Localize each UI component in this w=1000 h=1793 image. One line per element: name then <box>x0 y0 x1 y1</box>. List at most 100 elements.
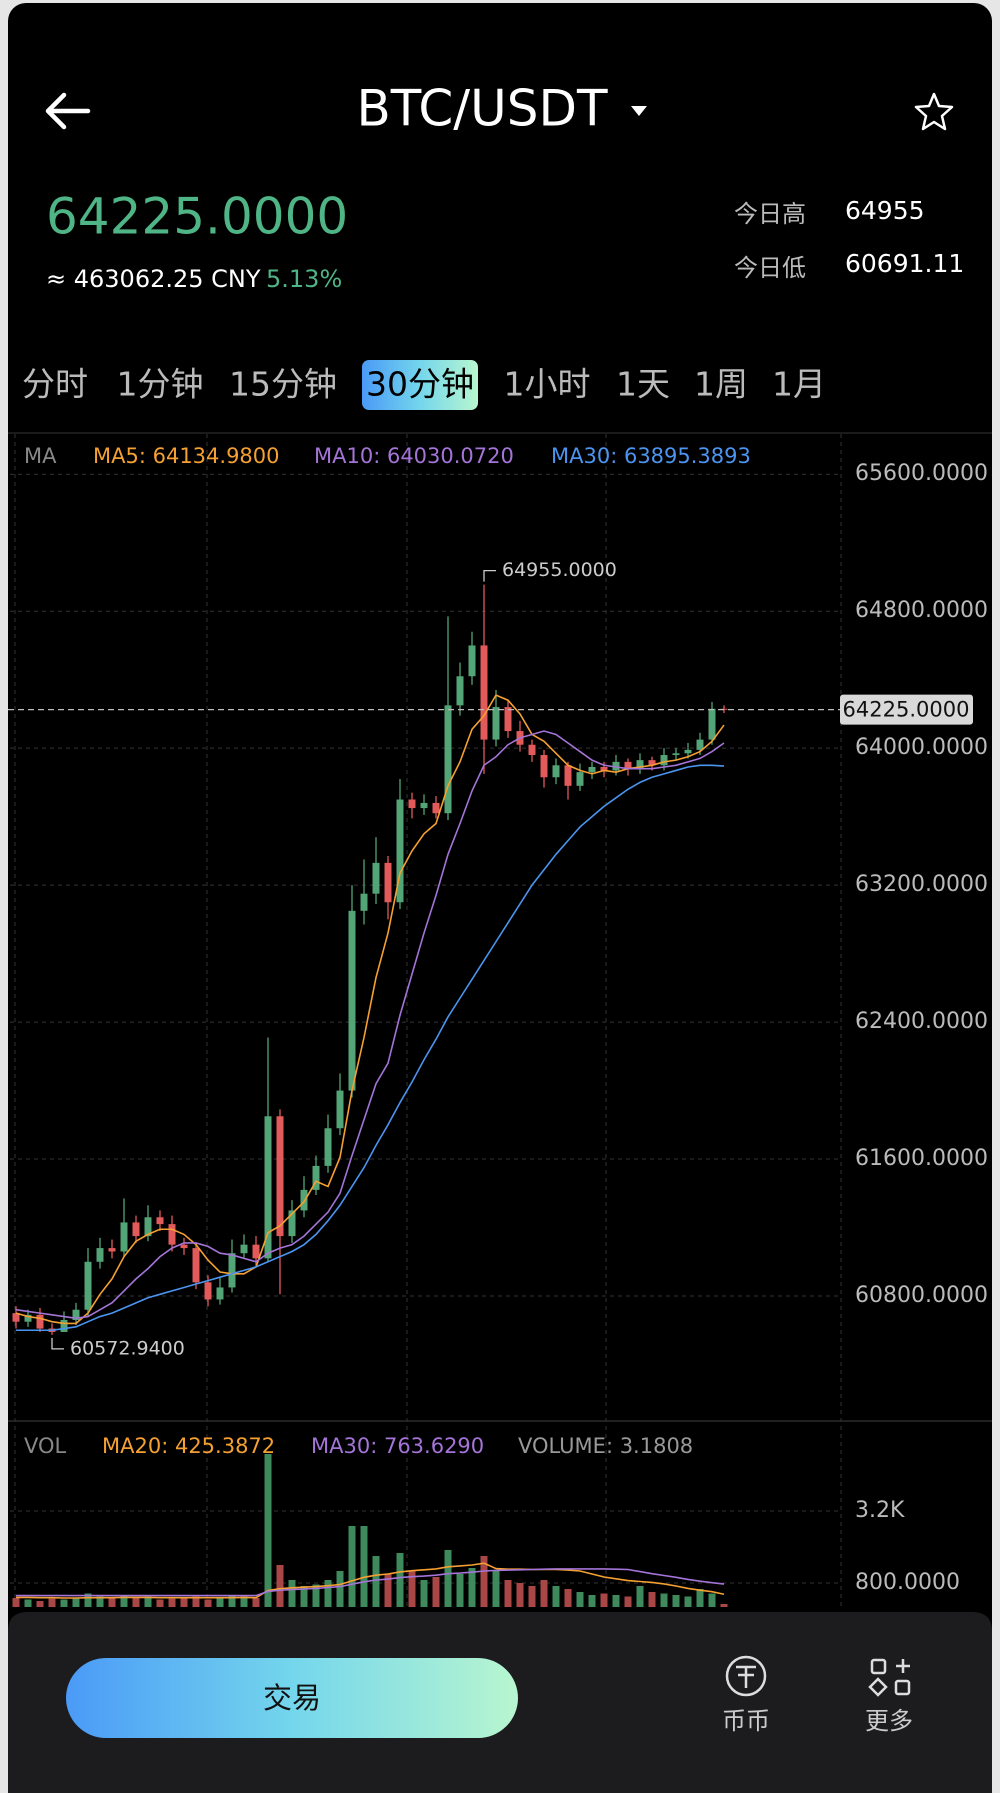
volume-bar <box>48 1598 56 1607</box>
volume-bar <box>552 1586 560 1607</box>
candle-body <box>636 760 644 769</box>
volume-bar <box>456 1574 464 1607</box>
active-tab-bg <box>362 360 478 410</box>
volume-bar <box>492 1571 500 1607</box>
legend-entry: MA30: 763.6290 <box>311 1434 484 1458</box>
candle-body <box>540 755 548 778</box>
candle-body <box>36 1314 44 1329</box>
last-price-tag <box>840 694 973 725</box>
volume-bar <box>240 1596 248 1607</box>
candle-body <box>300 1189 308 1211</box>
trade-button[interactable] <box>66 1658 518 1738</box>
volume-bar <box>84 1593 92 1607</box>
low-value: 60691.11 <box>845 249 964 278</box>
candle-body <box>432 802 440 814</box>
low-label: 今日低 <box>734 254 806 282</box>
volume-bar <box>312 1584 320 1607</box>
spot-icon[interactable] <box>725 1655 767 1697</box>
more-icon[interactable] <box>868 1658 911 1697</box>
ma-line <box>15 730 725 1320</box>
y-tick-label: 64800.0000 <box>855 598 988 623</box>
interval-tab[interactable]: 1天 <box>616 365 670 404</box>
volume-bar <box>264 1454 272 1607</box>
volume-bar <box>612 1595 620 1607</box>
legend-entry: MA30: 63895.3893 <box>551 444 751 468</box>
volume-bar <box>696 1589 704 1607</box>
favorite-star[interactable] <box>914 92 954 131</box>
y-tick-label: 65600.0000 <box>855 461 988 486</box>
candle-body <box>312 1165 320 1190</box>
kline-chart: 60800.0000 61600.0000 62400.0000 63200.0000… <box>8 434 992 1607</box>
volume-bar <box>180 1598 188 1607</box>
pair-dropdown[interactable] <box>631 106 647 116</box>
y-tick-label: 800.0000 <box>855 1570 960 1595</box>
interval-tab[interactable]: 15分钟 <box>229 365 337 404</box>
volume-bar <box>12 1598 20 1607</box>
volume-bar <box>132 1598 140 1607</box>
interval-tab[interactable]: 1小时 <box>504 365 591 404</box>
volume-bar <box>684 1596 692 1607</box>
spot-label[interactable]: 币币 <box>722 1707 770 1735</box>
volume-bar <box>300 1586 308 1607</box>
high-value: 64955 <box>845 196 925 225</box>
volume-bar <box>528 1586 536 1607</box>
candle-body <box>684 749 692 754</box>
volume-bar <box>72 1598 80 1607</box>
volume-bar <box>216 1598 224 1607</box>
candle-body <box>504 707 512 732</box>
y-tick-label: 61600.0000 <box>855 1146 988 1171</box>
candle-body <box>576 772 584 786</box>
y-tick-label: 62400.0000 <box>855 1009 988 1034</box>
ma-line <box>16 1562 725 1599</box>
candle-body <box>660 755 668 766</box>
volume-bar <box>168 1598 176 1607</box>
max-marker-label: 64955.0000 <box>502 559 617 581</box>
candle-body <box>468 645 476 677</box>
volume-bar <box>480 1556 488 1607</box>
candle-body <box>420 802 428 809</box>
app-frame <box>8 3 992 1793</box>
candle-body <box>324 1128 332 1166</box>
volume-bar <box>636 1586 644 1607</box>
volume-bar <box>252 1598 260 1607</box>
candle-body <box>240 1244 248 1254</box>
candle-body <box>336 1090 344 1129</box>
volume-bar <box>720 1604 728 1607</box>
interval-tab[interactable]: 30分钟 <box>366 365 474 404</box>
back-button[interactable] <box>45 92 91 130</box>
candle-body <box>96 1248 104 1262</box>
legend-label: VOL <box>24 1434 67 1458</box>
candle-body <box>84 1261 92 1310</box>
volume-bar <box>708 1593 716 1607</box>
pair-title[interactable]: BTC/USDT <box>356 80 608 138</box>
candle-body <box>72 1309 80 1320</box>
legend-entry: MA10: 64030.0720 <box>314 444 514 468</box>
candle-body <box>168 1224 176 1245</box>
candle-body <box>228 1253 236 1288</box>
candle-body <box>132 1222 140 1237</box>
candle-body <box>696 739 704 750</box>
interval-tab[interactable]: 1分钟 <box>117 365 204 404</box>
volume-bar <box>648 1592 656 1607</box>
volume-bar <box>576 1592 584 1607</box>
candle-body <box>408 799 416 809</box>
candle-body <box>396 799 404 903</box>
interval-tab[interactable]: 分时 <box>22 365 88 404</box>
volume-bar <box>288 1580 296 1607</box>
trade-button-label[interactable]: 交易 <box>263 1681 321 1715</box>
min-marker-hook <box>51 1337 64 1350</box>
more-label[interactable]: 更多 <box>865 1707 913 1735</box>
volume-bar <box>540 1580 548 1607</box>
volume-bar <box>228 1595 236 1607</box>
volume-bar <box>348 1526 356 1607</box>
interval-tab[interactable]: 1周 <box>694 365 748 404</box>
candle-body <box>552 765 560 778</box>
volume-bar <box>192 1596 200 1607</box>
volume-bar <box>468 1568 476 1607</box>
volume-bar <box>384 1574 392 1607</box>
interval-tab[interactable]: 1月 <box>772 365 826 404</box>
candle-body <box>216 1287 224 1300</box>
min-marker-label: 60572.9400 <box>70 1337 185 1359</box>
volume-bar <box>516 1583 524 1607</box>
